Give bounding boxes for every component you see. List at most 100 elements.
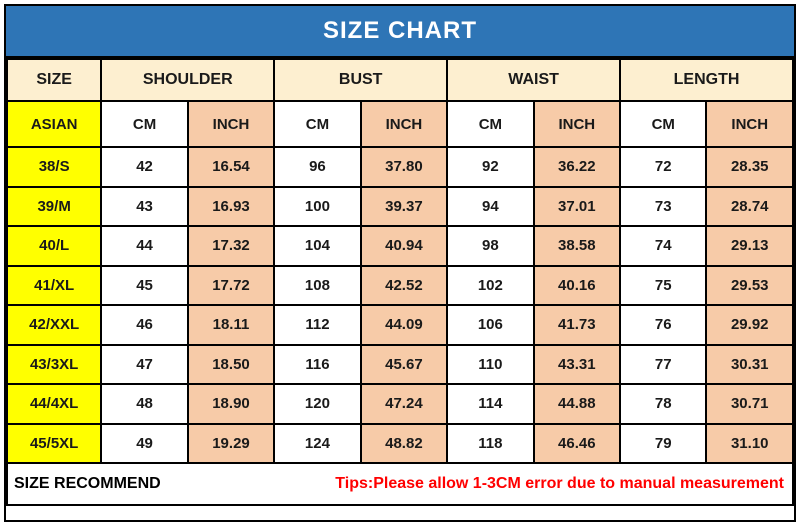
size-cell: 43/3XL — [5, 343, 103, 385]
inch-value-cell: 37.01 — [532, 185, 622, 227]
unit-inch-cell: INCH — [186, 100, 276, 148]
column-header-shoulder: SHOULDER — [100, 58, 276, 102]
size-cell: 39/M — [5, 185, 103, 227]
size-cell: 44/4XL — [5, 383, 103, 425]
inch-value-cell: 16.54 — [186, 146, 276, 188]
cm-value-cell: 73 — [619, 185, 708, 227]
unit-cm-cell: CM — [446, 100, 535, 148]
inch-value-cell: 18.11 — [186, 304, 276, 346]
inch-value-cell: 38.58 — [532, 225, 622, 267]
inch-value-cell: 45.67 — [359, 343, 449, 385]
unit-inch-cell: INCH — [359, 100, 449, 148]
cm-value-cell: 108 — [273, 264, 362, 306]
asian-label-cell: ASIAN — [5, 100, 103, 148]
cm-value-cell: 49 — [100, 422, 189, 464]
cm-value-cell: 100 — [273, 185, 362, 227]
inch-value-cell: 17.32 — [186, 225, 276, 267]
cm-value-cell: 74 — [619, 225, 708, 267]
cm-value-cell: 116 — [273, 343, 362, 385]
cm-value-cell: 124 — [273, 422, 362, 464]
cm-value-cell: 77 — [619, 343, 708, 385]
inch-value-cell: 18.90 — [186, 383, 276, 425]
unit-row: ASIAN CM INCH CM INCH CM INCH CM INCH — [5, 100, 794, 148]
group-header-row: SIZE SHOULDER BUST WAIST LENGTH — [5, 58, 794, 102]
table-row: 39/M 43 16.93 100 39.37 94 37.01 73 28.74 — [5, 185, 794, 227]
cm-value-cell: 98 — [446, 225, 535, 267]
inch-value-cell: 36.22 — [532, 146, 622, 188]
unit-cm-cell: CM — [619, 100, 708, 148]
inch-value-cell: 29.13 — [705, 225, 794, 267]
cm-value-cell: 45 — [100, 264, 189, 306]
table-row: 45/5XL 49 19.29 124 48.82 118 46.46 79 31.10 — [5, 422, 794, 464]
cm-value-cell: 118 — [446, 422, 535, 464]
inch-value-cell: 29.92 — [705, 304, 794, 346]
inch-value-cell: 19.29 — [186, 422, 276, 464]
cm-value-cell: 104 — [273, 225, 362, 267]
table-row: 41/XL 45 17.72 108 42.52 102 40.16 75 29.53 — [5, 264, 794, 306]
cm-value-cell: 102 — [446, 264, 535, 306]
unit-cm-cell: CM — [100, 100, 189, 148]
inch-value-cell: 47.24 — [359, 383, 449, 425]
table-row: 40/L 44 17.32 104 40.94 98 38.58 74 29.13 — [5, 225, 794, 267]
column-header-size: SIZE — [5, 58, 103, 102]
cm-value-cell: 106 — [446, 304, 535, 346]
cm-value-cell: 47 — [100, 343, 189, 385]
inch-value-cell: 28.74 — [705, 185, 794, 227]
unit-inch-cell: INCH — [705, 100, 794, 148]
inch-value-cell: 44.09 — [359, 304, 449, 346]
inch-value-cell: 17.72 — [186, 264, 276, 306]
cm-value-cell: 42 — [100, 146, 189, 188]
size-table: SIZE SHOULDER BUST WAIST LENGTH ASIAN CM… — [5, 58, 794, 506]
table-row: 44/4XL 48 18.90 120 47.24 114 44.88 78 30.71 — [5, 383, 794, 425]
cm-value-cell: 75 — [619, 264, 708, 306]
cm-value-cell: 120 — [273, 383, 362, 425]
cm-value-cell: 114 — [446, 383, 535, 425]
inch-value-cell: 30.31 — [705, 343, 794, 385]
size-cell: 41/XL — [5, 264, 103, 306]
cm-value-cell: 78 — [619, 383, 708, 425]
unit-inch-cell: INCH — [532, 100, 622, 148]
inch-value-cell: 39.37 — [359, 185, 449, 227]
size-cell: 38/S — [5, 146, 103, 188]
inch-value-cell: 46.46 — [532, 422, 622, 464]
inch-value-cell: 40.16 — [532, 264, 622, 306]
cm-value-cell: 44 — [100, 225, 189, 267]
inch-value-cell: 29.53 — [705, 264, 794, 306]
cm-value-cell: 112 — [273, 304, 362, 346]
inch-value-cell: 42.52 — [359, 264, 449, 306]
title-bar: SIZE CHART — [6, 6, 794, 58]
inch-value-cell: 16.93 — [186, 185, 276, 227]
footer-row: SIZE RECOMMEND Tips:Please allow 1-3CM e… — [6, 462, 794, 506]
cm-value-cell: 72 — [619, 146, 708, 188]
inch-value-cell: 44.88 — [532, 383, 622, 425]
size-cell: 45/5XL — [5, 422, 103, 464]
size-cell: 42/XXL — [5, 304, 103, 346]
cm-value-cell: 79 — [619, 422, 708, 464]
cm-value-cell: 110 — [446, 343, 535, 385]
inch-value-cell: 18.50 — [186, 343, 276, 385]
cm-value-cell: 96 — [273, 146, 362, 188]
table-row: 42/XXL 46 18.11 112 44.09 106 41.73 76 29.92 — [5, 304, 794, 346]
size-chart-panel: SIZE CHART SIZE SHOULDER BUST WAIST LENG… — [4, 4, 796, 522]
cm-value-cell: 92 — [446, 146, 535, 188]
inch-value-cell: 40.94 — [359, 225, 449, 267]
table-row: 38/S 42 16.54 96 37.80 92 36.22 72 28.35 — [5, 146, 794, 188]
cm-value-cell: 76 — [619, 304, 708, 346]
size-table-body: SIZE SHOULDER BUST WAIST LENGTH ASIAN CM… — [5, 58, 794, 506]
inch-value-cell: 31.10 — [705, 422, 794, 464]
column-header-bust: BUST — [273, 58, 449, 102]
size-recommend-label: SIZE RECOMMEND — [14, 475, 161, 492]
inch-value-cell: 43.31 — [532, 343, 622, 385]
cm-value-cell: 48 — [100, 383, 189, 425]
cm-value-cell: 94 — [446, 185, 535, 227]
cm-value-cell: 46 — [100, 304, 189, 346]
table-row: 43/3XL 47 18.50 116 45.67 110 43.31 77 30.31 — [5, 343, 794, 385]
inch-value-cell: 41.73 — [532, 304, 622, 346]
column-header-waist: WAIST — [446, 58, 622, 102]
inch-value-cell: 37.80 — [359, 146, 449, 188]
column-header-length: LENGTH — [619, 58, 794, 102]
cm-value-cell: 43 — [100, 185, 189, 227]
inch-value-cell: 28.35 — [705, 146, 794, 188]
inch-value-cell: 48.82 — [359, 422, 449, 464]
page-title: SIZE CHART — [323, 17, 477, 44]
